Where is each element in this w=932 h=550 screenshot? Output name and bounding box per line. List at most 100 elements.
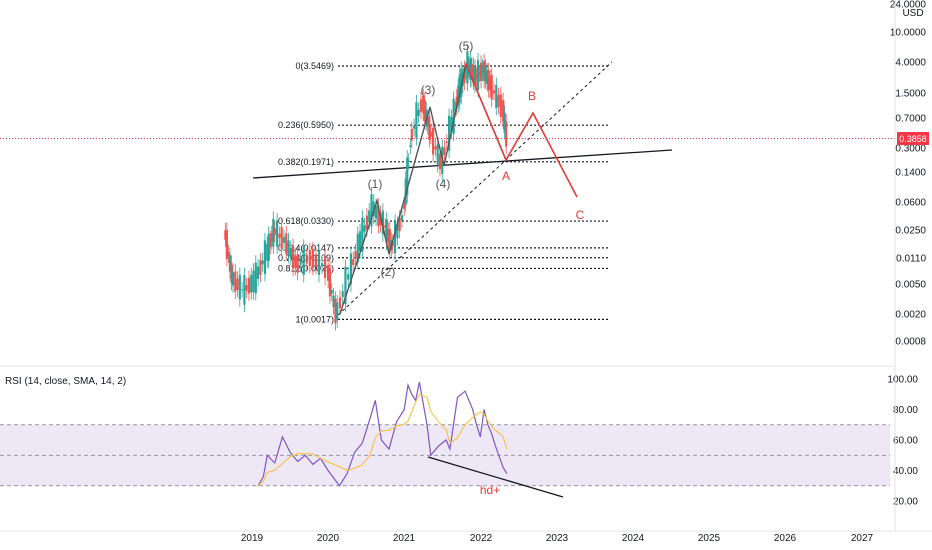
candle-body — [403, 205, 406, 209]
candle-body — [294, 255, 297, 268]
candle-body — [344, 266, 347, 305]
candle-body — [481, 66, 484, 74]
last-price-label: 0.3858 — [899, 134, 927, 144]
wave-label: (3) — [421, 83, 436, 97]
candle-body — [470, 64, 474, 80]
candle-body — [409, 145, 412, 147]
candle-body — [472, 65, 475, 83]
price-axis[interactable]: 24.000010.00004.00001.50000.70000.30000.… — [890, 0, 927, 348]
rsi-tick-label: 20.00 — [893, 497, 918, 508]
dashed-channel-line[interactable] — [337, 61, 613, 316]
candle-body — [267, 233, 270, 261]
candle-body — [415, 102, 418, 139]
price-tick-label: 1.5000 — [895, 89, 926, 100]
price-tick-label: 0.1400 — [895, 168, 926, 179]
rsi-axis[interactable]: 100.00 80.00 60.00 40.00 20.00 — [887, 375, 918, 508]
price-tick-label: 0.0110 — [896, 254, 926, 265]
support-trend-line[interactable] — [252, 149, 673, 179]
wave-label: (5) — [459, 39, 474, 53]
candle-body — [334, 298, 337, 324]
candle-body — [407, 160, 410, 162]
candle-body — [247, 277, 251, 294]
candle-body — [234, 271, 237, 292]
candle-body — [393, 221, 397, 254]
candle-body — [396, 223, 399, 238]
candle-body — [327, 264, 330, 281]
candle-body — [341, 291, 344, 298]
candle-body — [349, 253, 353, 285]
candle-body — [381, 210, 384, 235]
rsi-tick-label: 80.00 — [893, 405, 918, 416]
time-axis[interactable]: 2019 2020 2021 2022 2023 2024 2025 2026 2027 — [241, 533, 874, 544]
time-tick-label: 2020 — [317, 533, 340, 544]
correction-wave-path[interactable] — [465, 63, 578, 198]
last-price-badge — [897, 132, 929, 145]
candle-body — [276, 220, 279, 247]
rsi-sma-line[interactable] — [257, 393, 508, 487]
candle-body — [406, 157, 409, 196]
price-candles — [224, 43, 508, 331]
rsi-panel[interactable]: hd+ — [0, 381, 890, 498]
candle-body — [385, 219, 388, 243]
divergence-line[interactable] — [427, 456, 564, 498]
candle-body — [370, 194, 373, 227]
candle-body — [238, 274, 241, 300]
rsi-tick-label: 60.00 — [893, 436, 918, 447]
candle-body — [305, 255, 308, 264]
candle-body — [469, 58, 472, 80]
candle-body — [475, 74, 478, 80]
fib-level-label: 0.812(0.0079) — [278, 263, 334, 273]
candle-body — [336, 302, 339, 321]
rsi-title: RSI (14, close, SMA, 14, 2) — [5, 376, 126, 387]
candle-body — [259, 260, 262, 275]
candle-body — [230, 262, 233, 283]
rsi-line[interactable] — [257, 381, 508, 487]
candle-body — [422, 96, 425, 114]
candle-body — [287, 240, 290, 256]
candle-body — [273, 228, 276, 235]
correction-label: A — [502, 169, 510, 183]
candle-body — [270, 233, 273, 242]
candle-body — [317, 250, 321, 275]
candle-body — [425, 109, 428, 124]
wave-label: (1) — [368, 177, 383, 191]
candle-body — [224, 230, 227, 240]
candle-body — [280, 227, 283, 249]
time-tick-label: 2022 — [470, 533, 493, 544]
candle-body — [250, 274, 253, 293]
fib-level-label: 0.236(0.5950) — [278, 120, 334, 130]
candle-body — [291, 245, 295, 269]
candle-body — [463, 67, 466, 83]
fib-level-label: 1(0.0017) — [295, 314, 334, 324]
candle-body — [252, 270, 255, 293]
elliott-waves[interactable]: (1) (2) (3) (4) (5) A B C — [339, 39, 585, 315]
candle-body — [347, 274, 350, 280]
candle-body — [243, 275, 246, 305]
candle-body — [412, 126, 416, 129]
candle-body — [263, 240, 267, 274]
candle-body — [490, 75, 493, 100]
candle-body — [354, 251, 357, 259]
candle-body — [228, 255, 232, 272]
candle-body — [256, 266, 260, 279]
price-tick-label: 0.0600 — [895, 198, 926, 209]
candle-body — [450, 116, 453, 132]
candle-body — [387, 229, 390, 242]
trend-lines[interactable] — [252, 61, 673, 316]
candle-body — [308, 250, 311, 267]
candle-body — [429, 132, 432, 137]
candle-body — [489, 77, 492, 90]
candle-body — [428, 116, 431, 140]
candle-body — [443, 147, 446, 156]
candle-body — [388, 229, 391, 252]
candle-body — [452, 98, 455, 134]
candle-body — [374, 205, 378, 219]
candle-body — [503, 112, 506, 132]
candle-body — [458, 74, 461, 103]
price-tick-label: 0.0008 — [895, 337, 926, 348]
time-tick-label: 2027 — [851, 533, 874, 544]
candle-body — [296, 254, 299, 273]
candle-body — [328, 268, 332, 297]
candle-body — [261, 260, 264, 265]
